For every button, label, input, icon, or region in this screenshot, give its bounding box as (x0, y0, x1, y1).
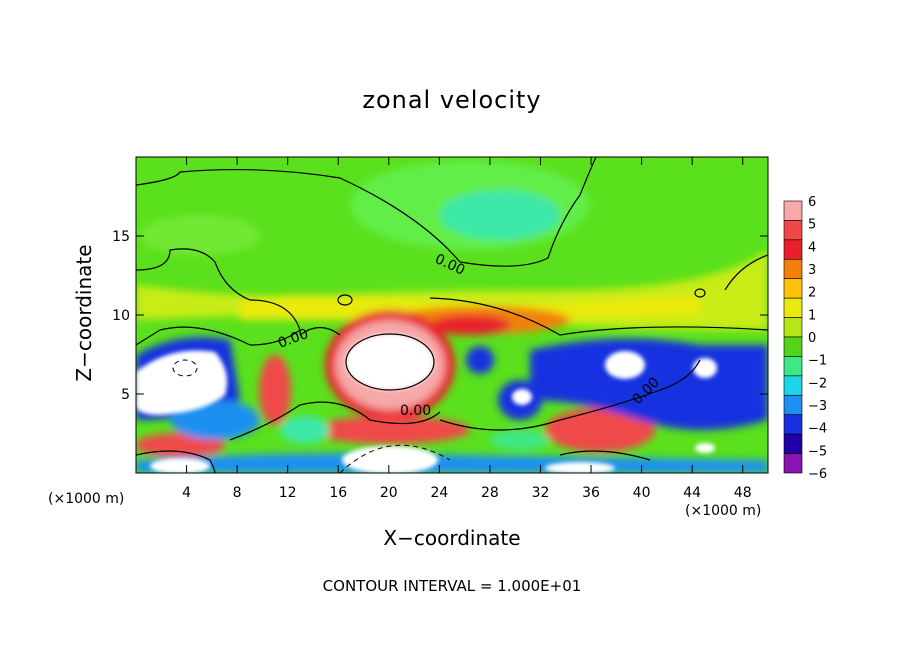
colorbar-swatch (783, 220, 803, 241)
colorbar-label: 2 (808, 286, 816, 301)
x-unit-label-left: (×1000 m) (48, 491, 125, 507)
colorbar-swatch (783, 375, 803, 396)
colorbar-swatch (783, 433, 803, 454)
x-tick-label: 40 (633, 485, 651, 501)
colorbar-label: 3 (808, 263, 816, 278)
x-tick-label: 20 (380, 485, 398, 501)
colorbar-label: 0 (808, 331, 816, 346)
x-unit-label-right: (×1000 m) (685, 503, 762, 519)
y-tick-label: 15 (112, 229, 130, 245)
x-tick-label: 16 (329, 485, 347, 501)
colorbar-label: −1 (808, 354, 827, 369)
colorbar-swatch (783, 414, 803, 435)
x-axis-label: X−coordinate (383, 526, 521, 550)
colorbar-swatch (783, 336, 803, 357)
x-axis-ticks: 4 8 12 16 20 24 28 32 36 40 44 48 (182, 157, 752, 501)
colorbar-swatch (783, 258, 803, 280)
x-tick-label: 24 (430, 485, 448, 501)
contour-lines (136, 157, 768, 473)
colorbar-swatch (783, 239, 803, 260)
colorbar-swatch (783, 297, 803, 318)
x-tick-label: 36 (582, 485, 600, 501)
contour-interval-note: CONTOUR INTERVAL = 1.000E+01 (322, 577, 582, 595)
x-tick-label: 8 (233, 485, 242, 501)
colorbar-label: 6 (808, 195, 816, 210)
colorbar-swatch (783, 317, 803, 338)
y-tick-label: 10 (112, 308, 130, 324)
chart-title: zonal velocity (362, 86, 542, 114)
heatmap-field: 0.00 0.00 0.00 0.00 (136, 157, 768, 473)
contour-label-3: 0.00 (400, 403, 431, 419)
colorbar-label: −3 (808, 399, 827, 414)
colorbar-label: 5 (808, 218, 816, 233)
colorbar-swatch (783, 200, 803, 221)
y-tick-label: 5 (121, 387, 130, 403)
colorbar-label: 4 (808, 240, 816, 255)
x-tick-label: 32 (532, 485, 550, 501)
y-axis-ticks: 5 10 15 (112, 229, 768, 403)
x-tick-label: 48 (734, 485, 752, 501)
x-tick-label: 4 (182, 485, 191, 501)
x-tick-label: 44 (683, 485, 701, 501)
x-tick-label: 12 (279, 485, 297, 501)
colorbar-label: −2 (808, 376, 827, 391)
colorbar-swatch (783, 356, 803, 377)
y-axis-label: Z−coordinate (72, 244, 96, 382)
colorbar: 6 5 4 3 2 1 0 −1 −2 −3 −4 −5 −6 (783, 195, 827, 482)
colorbar-swatch (783, 278, 803, 299)
colorbar-label: −5 (808, 444, 827, 459)
colorbar-swatch (783, 394, 803, 416)
colorbar-label: −4 (808, 422, 827, 437)
colorbar-label: −6 (808, 467, 827, 482)
x-tick-label: 28 (481, 485, 499, 501)
colorbar-swatch (783, 453, 803, 474)
colorbar-label: 1 (808, 308, 816, 323)
